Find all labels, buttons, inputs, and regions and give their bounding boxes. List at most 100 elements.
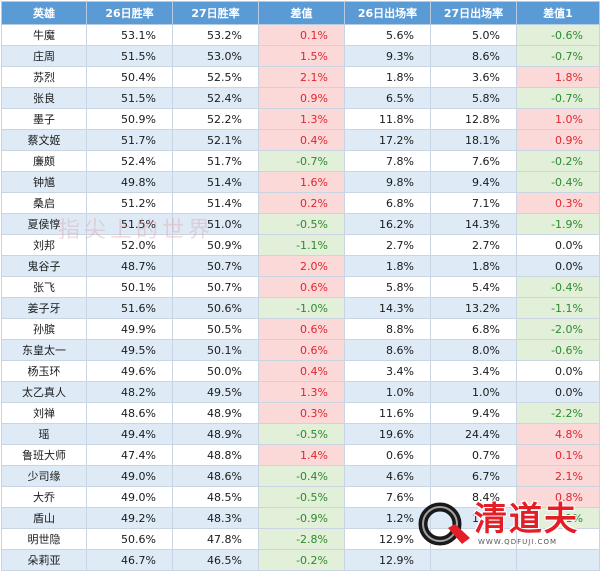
cell-pickrate-26: 12.9% [344,549,431,571]
cell-pickrate-27: 9.4% [430,171,517,193]
cell-winrate-27: 52.2% [172,108,259,130]
cell-pickrate-diff: -0.4% [516,171,600,193]
cell-pickrate-26: 6.5% [344,87,431,109]
cell-winrate-diff: -0.5% [258,486,345,508]
cell-pickrate-diff: -0.6% [516,339,600,361]
cell-winrate-diff: -0.4% [258,465,345,487]
cell-pickrate-diff: -2.0% [516,318,600,340]
table-row: 刘邦 52.0% 50.9% -1.1% 2.7% 2.7% 0.0% [1,234,600,256]
table-row: 张良 51.5% 52.4% 0.9% 6.5% 5.8% -0.7% [1,87,600,109]
cell-hero-name: 杨玉环 [1,360,87,382]
cell-winrate-26: 51.2% [86,192,173,214]
table-row: 孙膑 49.9% 50.5% 0.6% 8.8% 6.8% -2.0% [1,318,600,340]
cell-hero-name: 蔡文姬 [1,129,87,151]
cell-pickrate-27: 5.0% [430,24,517,46]
cell-winrate-diff: -1.0% [258,297,345,319]
cell-winrate-26: 50.9% [86,108,173,130]
table-row: 少司缘 49.0% 48.6% -0.4% 4.6% 6.7% 2.1% [1,465,600,487]
cell-pickrate-diff: 0.8% [516,486,600,508]
cell-pickrate-diff: -2.2% [516,402,600,424]
cell-winrate-26: 53.1% [86,24,173,46]
cell-pickrate-26: 4.6% [344,465,431,487]
cell-winrate-26: 51.5% [86,213,173,235]
col-header-winrate-diff[interactable]: 差值 [258,1,345,25]
col-header-pickrate-diff[interactable]: 差值1 [516,1,600,25]
table-row: 墨子 50.9% 52.2% 1.3% 11.8% 12.8% 1.0% [1,108,600,130]
cell-winrate-27: 50.6% [172,297,259,319]
cell-winrate-26: 49.5% [86,339,173,361]
cell-pickrate-27: 3.4% [430,360,517,382]
cell-hero-name: 夏侯惇 [1,213,87,235]
cell-winrate-diff: 0.6% [258,276,345,298]
cell-pickrate-27: 18.1% [430,129,517,151]
cell-pickrate-diff: 0.3% [516,192,600,214]
cell-pickrate-27: 8.4% [430,486,517,508]
cell-pickrate-diff: -0.1% [516,507,600,529]
cell-pickrate-26: 8.8% [344,318,431,340]
table-row: 蔡文姬 51.7% 52.1% 0.4% 17.2% 18.1% 0.9% [1,129,600,151]
cell-winrate-27: 51.4% [172,192,259,214]
cell-pickrate-diff: 0.9% [516,129,600,151]
cell-hero-name: 盾山 [1,507,87,529]
cell-hero-name: 瑶 [1,423,87,445]
cell-pickrate-26: 9.8% [344,171,431,193]
cell-winrate-27: 50.7% [172,255,259,277]
cell-hero-name: 少司缘 [1,465,87,487]
cell-pickrate-27: 2.7% [430,234,517,256]
cell-winrate-27: 53.2% [172,24,259,46]
col-header-pickrate-27[interactable]: 27日出场率 [430,1,517,25]
cell-pickrate-27: 8.6% [430,45,517,67]
cell-hero-name: 明世隐 [1,528,87,550]
cell-winrate-diff: 1.6% [258,171,345,193]
cell-pickrate-26: 19.6% [344,423,431,445]
cell-winrate-27: 50.5% [172,318,259,340]
table-row: 庄周 51.5% 53.0% 1.5% 9.3% 8.6% -0.7% [1,45,600,67]
cell-pickrate-diff: -0.7% [516,87,600,109]
cell-winrate-26: 48.6% [86,402,173,424]
cell-winrate-diff: 2.1% [258,66,345,88]
cell-winrate-27: 53.0% [172,45,259,67]
col-header-winrate-26[interactable]: 26日胜率 [86,1,173,25]
cell-winrate-27: 52.4% [172,87,259,109]
cell-pickrate-diff: 4.8% [516,423,600,445]
cell-winrate-27: 52.1% [172,129,259,151]
table-row: 姜子牙 51.6% 50.6% -1.0% 14.3% 13.2% -1.1% [1,297,600,319]
cell-pickrate-27: 12.8% [430,108,517,130]
cell-hero-name: 苏烈 [1,66,87,88]
cell-pickrate-26: 8.6% [344,339,431,361]
cell-hero-name: 东皇太一 [1,339,87,361]
cell-winrate-diff: -1.1% [258,234,345,256]
cell-pickrate-27: 1.0% [430,381,517,403]
cell-pickrate-26: 3.4% [344,360,431,382]
table-row: 朵莉亚 46.7% 46.5% -0.2% 12.9% [1,549,600,571]
table-row: 太乙真人 48.2% 49.5% 1.3% 1.0% 1.0% 0.0% [1,381,600,403]
cell-winrate-26: 50.1% [86,276,173,298]
cell-pickrate-27: 13.2% [430,297,517,319]
col-header-hero[interactable]: 英雄 [1,1,87,25]
cell-pickrate-diff: -0.7% [516,45,600,67]
cell-winrate-diff: 1.3% [258,108,345,130]
cell-winrate-26: 49.0% [86,465,173,487]
col-header-winrate-27[interactable]: 27日胜率 [172,1,259,25]
col-header-pickrate-26[interactable]: 26日出场率 [344,1,431,25]
table-row: 杨玉环 49.6% 50.0% 0.4% 3.4% 3.4% 0.0% [1,360,600,382]
cell-hero-name: 鬼谷子 [1,255,87,277]
cell-hero-name: 墨子 [1,108,87,130]
site-logo: 清道夫 WWW.QDFUJI.COM [412,500,596,550]
cell-winrate-26: 51.5% [86,45,173,67]
cell-pickrate-diff: -1.1% [516,297,600,319]
cell-pickrate-diff: -0.6% [516,24,600,46]
cell-winrate-27: 48.8% [172,444,259,466]
cell-winrate-26: 49.9% [86,318,173,340]
cell-pickrate-27: 14.3% [430,213,517,235]
cell-pickrate-27 [430,549,517,571]
cell-pickrate-diff: 0.0% [516,255,600,277]
table-row: 钟馗 49.8% 51.4% 1.6% 9.8% 9.4% -0.4% [1,171,600,193]
table-row: 大乔 49.0% 48.5% -0.5% 7.6% 8.4% 0.8% [1,486,600,508]
cell-winrate-26: 51.6% [86,297,173,319]
cell-pickrate-27: 5.8% [430,87,517,109]
table-row: 廉颇 52.4% 51.7% -0.7% 7.8% 7.6% -0.2% [1,150,600,172]
cell-winrate-diff: 0.1% [258,24,345,46]
cell-winrate-26: 47.4% [86,444,173,466]
